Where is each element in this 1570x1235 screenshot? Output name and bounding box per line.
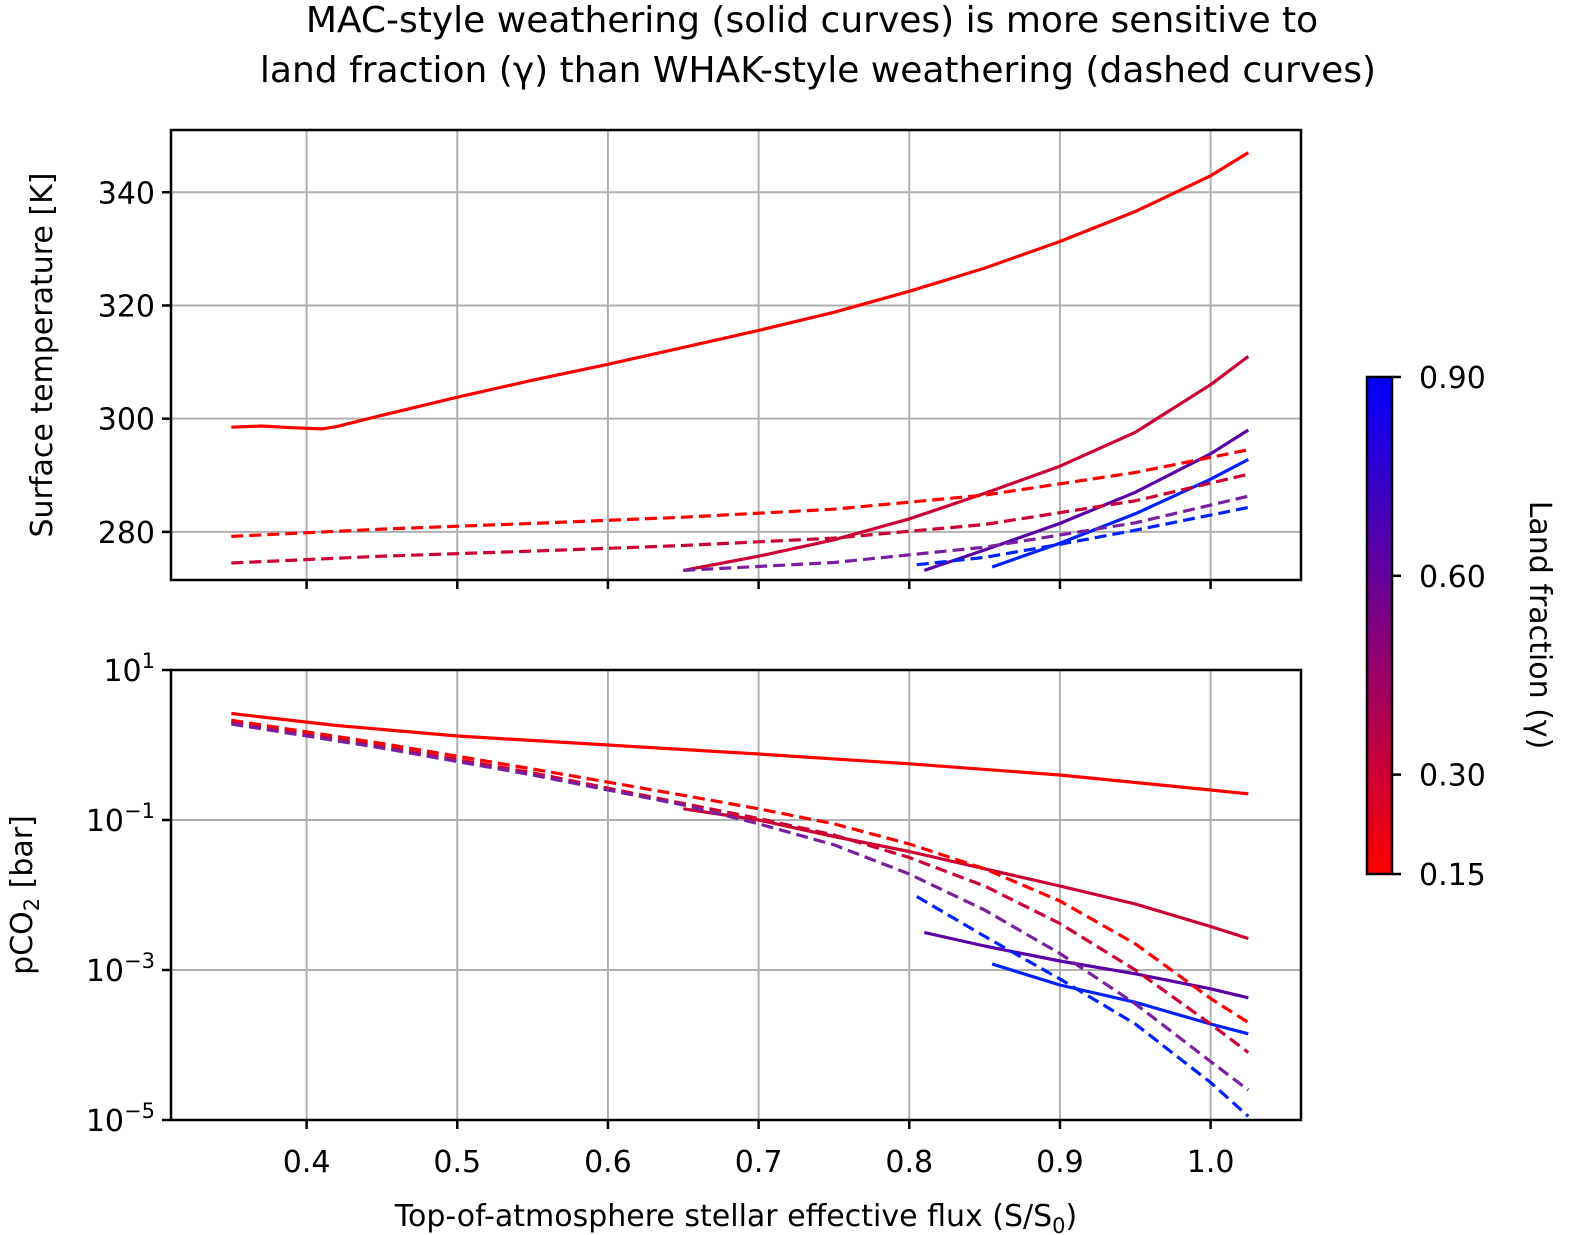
bottom-axes-frame [169, 668, 1303, 1122]
colorbar-tick-label: 0.90 [1419, 361, 1486, 396]
top-y-axis-label: Surface temperature [K] [25, 172, 60, 537]
dashed-series-line [231, 718, 1250, 1024]
colorbar-tick-group: 0.15 0.30 0.60 0.90 [1392, 361, 1486, 893]
chart-title-line-2: land fraction (γ) than WHAK-style weathe… [260, 50, 1376, 91]
top-y-tick-label: 280 [98, 516, 155, 551]
top-y-tick-label: 320 [98, 289, 155, 324]
top-gridlines [171, 130, 1301, 580]
bottom-y-label-end: [bar] [5, 815, 40, 898]
top-panel: 280 300 320 340 Surface temperature [K] [25, 128, 1303, 589]
solid-series-line [683, 807, 1249, 941]
bottom-y-axis-label: pCO2 [bar] [5, 815, 44, 975]
colorbar-tick-label: 0.60 [1419, 560, 1486, 595]
x-axis-label: Top-of-atmosphere stellar effective flux… [394, 1199, 1078, 1235]
top-tick-group: 280 300 320 340 [98, 176, 1212, 589]
solid-series-line [923, 930, 1249, 1000]
bottom-y-label-main: pCO [5, 911, 40, 975]
x-tick-label: 0.9 [1036, 1145, 1084, 1180]
colorbar-gradient [1365, 375, 1394, 876]
chart-title-line-1: MAC-style weathering (solid curves) is m… [306, 0, 1318, 41]
x-tick-label: 0.8 [885, 1145, 933, 1180]
dashed-series-line [231, 448, 1249, 538]
bottom-y-label-sub: 2 [20, 898, 44, 911]
top-y-tick-label: 300 [98, 403, 155, 438]
bottom-y-tick-label: 10−1 [86, 799, 155, 839]
bottom-y-tick-label: 10−5 [86, 1099, 155, 1139]
top-y-tick-label: 340 [98, 176, 155, 211]
solid-series-line [683, 355, 1250, 572]
x-label-main: Top-of-atmosphere stellar effective flux… [394, 1199, 1052, 1234]
bottom-tick-group: 0.4 0.5 0.6 0.7 0.8 0.9 1.0 101 10−1 10−3 10−5 [86, 649, 1235, 1180]
bottom-y-tick-label: 10−3 [86, 949, 155, 989]
x-tick-label: 0.4 [283, 1145, 331, 1180]
x-tick-label: 1.0 [1187, 1145, 1235, 1180]
colorbar-tick-label: 0.15 [1419, 858, 1486, 893]
x-label-sub: 0 [1052, 1214, 1065, 1235]
x-tick-label: 0.7 [735, 1145, 783, 1180]
top-series-group [231, 151, 1250, 572]
bottom-series-group [231, 711, 1250, 1118]
solid-series-line [231, 711, 1249, 796]
bottom-panel: 0.4 0.5 0.6 0.7 0.8 0.9 1.0 101 10−1 10−3 10−5 pCO… [5, 649, 1303, 1180]
dashed-series-line [231, 720, 1250, 1054]
x-tick-label: 0.5 [433, 1145, 481, 1180]
colorbar-label: Land fraction (γ) [1522, 501, 1557, 750]
colorbar: 0.15 0.30 0.60 0.90 Land fraction (γ) [1365, 361, 1557, 893]
top-axes-frame [169, 128, 1303, 582]
x-label-end: ) [1066, 1199, 1078, 1234]
dashed-series-line [231, 722, 1250, 1092]
solid-series-line [991, 457, 1250, 569]
bottom-y-tick-label: 101 [103, 649, 155, 689]
dashed-series-line [231, 472, 1249, 565]
solid-series-line [231, 151, 1250, 431]
dashed-series-line [916, 505, 1249, 567]
dashed-series-line [683, 494, 1249, 572]
x-tick-label: 0.6 [584, 1145, 632, 1180]
dashed-series-line [915, 895, 1250, 1118]
colorbar-tick-label: 0.30 [1419, 759, 1486, 794]
